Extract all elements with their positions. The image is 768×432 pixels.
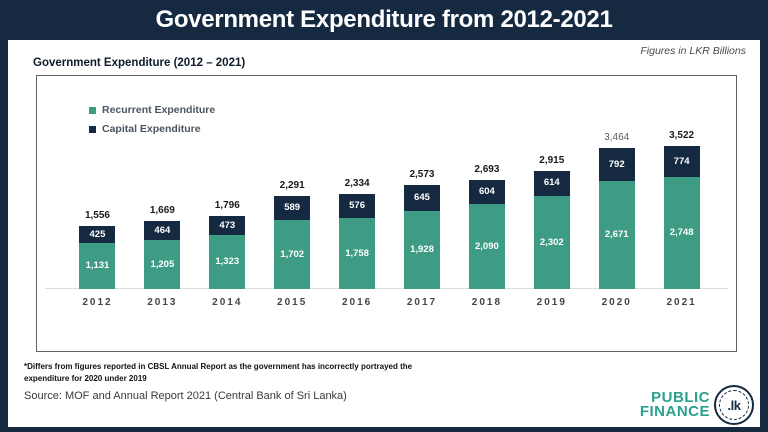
capital-value-label: 792 <box>608 158 625 170</box>
bar-column-2020: 3,464 792 2,671 2020 <box>584 126 649 321</box>
publicfinance-logo: PUBLIC FINANCE .lk <box>640 385 754 425</box>
total-label-2013: 1,669 <box>149 205 175 217</box>
total-label-2019: 2,915 <box>539 154 565 166</box>
footnote-line1: *Differs from figures reported in CBSL A… <box>24 362 413 371</box>
capital-segment-2017: 645 <box>403 184 440 211</box>
recurrent-value-label: 1,702 <box>280 248 305 260</box>
capital-segment-2018: 604 <box>468 179 505 205</box>
capital-value-label: 425 <box>89 228 106 240</box>
recurrent-segment-2020: 2,671 <box>598 180 635 289</box>
logo-line1: PUBLIC <box>651 389 710 407</box>
capital-segment-2014: 473 <box>209 216 246 236</box>
legend-label-recurrent: Recurrent Expenditure <box>102 104 216 116</box>
recurrent-segment-2013: 1,205 <box>144 240 181 289</box>
total-label-2020: 3,464 <box>604 132 630 144</box>
capital-segment-2012: 425 <box>79 225 116 244</box>
page-title: Government Expenditure from 2012-2021 <box>155 6 613 33</box>
bar-column-2018: 2,693 604 2,090 2018 <box>454 126 519 321</box>
recurrent-value-label: 2,748 <box>669 227 694 239</box>
source-note: Source: MOF and Annual Report 2021 (Cent… <box>24 390 347 402</box>
recurrent-segment-2014: 1,323 <box>209 235 246 289</box>
recurrent-segment-2018: 2,090 <box>468 204 505 289</box>
capital-value-label: 576 <box>349 200 365 212</box>
chart-box: Recurrent Expenditure Capital Expenditur… <box>36 75 737 352</box>
year-label-2012: 2012 <box>82 297 113 308</box>
recurrent-value-label: 1,928 <box>410 244 434 256</box>
capital-value-label: 604 <box>478 186 495 198</box>
year-label-2013: 2013 <box>147 297 178 308</box>
capital-value-label: 645 <box>414 191 430 203</box>
recurrent-value-label: 2,671 <box>604 229 629 241</box>
capital-value-label: 774 <box>673 155 690 167</box>
capital-segment-2013: 464 <box>144 221 181 241</box>
recurrent-segment-2016: 1,758 <box>339 217 376 289</box>
total-label-2012: 1,556 <box>84 209 110 221</box>
bar-column-2012: 1,556 425 1,131 2012 <box>65 126 130 321</box>
total-label-2018: 2,693 <box>474 163 500 175</box>
recurrent-segment-2012: 1,131 <box>79 243 116 289</box>
capital-value-label: 614 <box>543 177 560 189</box>
recurrent-value-label: 1,131 <box>85 260 110 272</box>
capital-segment-2016: 576 <box>339 194 376 218</box>
year-label-2015: 2015 <box>277 297 308 308</box>
capital-value-label: 589 <box>284 202 301 214</box>
footnote: *Differs from figures reported in CBSL A… <box>24 361 412 384</box>
total-label-2021: 3,522 <box>669 130 695 142</box>
capital-segment-2015: 589 <box>274 196 311 220</box>
logo-line2: FINANCE <box>639 403 710 420</box>
lk-badge-icon: .lk <box>714 385 754 425</box>
capital-value-label: 473 <box>219 219 236 231</box>
total-label-2016: 2,334 <box>344 178 370 190</box>
total-label-2017: 2,573 <box>409 168 435 180</box>
content-card: Figures in LKR Billions Government Expen… <box>8 40 760 427</box>
recurrent-value-label: 1,758 <box>345 247 369 259</box>
capital-segment-2019: 614 <box>533 170 570 196</box>
year-label-2021: 2021 <box>666 297 697 308</box>
bar-column-2021: 3,522 774 2,748 2021 <box>649 126 714 321</box>
year-label-2018: 2018 <box>471 297 503 308</box>
legend-label-capital: Capital Expenditure <box>102 123 201 135</box>
legend: Recurrent Expenditure Capital Expenditur… <box>89 104 215 142</box>
recurrent-value-label: 1,205 <box>150 258 175 270</box>
legend-item-recurrent: Recurrent Expenditure <box>89 104 215 116</box>
units-note: Figures in LKR Billions <box>640 45 746 57</box>
bar-column-2014: 1,796 473 1,323 2014 <box>195 126 260 321</box>
year-label-2017: 2017 <box>406 297 438 308</box>
year-label-2016: 2016 <box>341 297 373 308</box>
header-bar: Government Expenditure from 2012-2021 <box>0 0 768 40</box>
recurrent-value-label: 1,323 <box>215 256 240 268</box>
footnote-line2: expenditure for 2020 under 2019 <box>24 373 147 383</box>
x-axis-line <box>45 288 728 289</box>
year-label-2014: 2014 <box>212 297 243 308</box>
recurrent-segment-2019: 2,302 <box>533 195 570 289</box>
bar-column-2017: 2,573 645 1,928 2017 <box>390 126 455 321</box>
total-label-2014: 1,796 <box>214 200 240 212</box>
bar-column-2015: 2,291 589 1,702 2015 <box>260 126 325 321</box>
plot-area: 1,556 425 1,131 2012 1,669 464 1,205 2013 1,796 4… <box>65 126 714 321</box>
year-label-2019: 2019 <box>536 297 567 308</box>
chart-heading: Government Expenditure (2012 – 2021) <box>33 57 246 69</box>
logo-wordmark: PUBLIC FINANCE <box>639 389 710 420</box>
recurrent-segment-2017: 1,928 <box>403 210 440 289</box>
recurrent-segment-2015: 1,702 <box>274 219 311 289</box>
year-label-2020: 2020 <box>601 297 632 308</box>
recurrent-value-label: 2,302 <box>539 236 564 248</box>
capital-swatch-icon <box>89 125 96 133</box>
capital-value-label: 464 <box>154 224 171 236</box>
legend-item-capital: Capital Expenditure <box>89 123 215 135</box>
recurrent-value-label: 2,090 <box>475 240 499 252</box>
recurrent-swatch-icon <box>89 106 96 114</box>
capital-segment-2020: 792 <box>598 148 635 181</box>
bar-column-2013: 1,669 464 1,205 2013 <box>130 126 195 321</box>
capital-segment-2021: 774 <box>663 146 700 178</box>
bar-column-2016: 2,334 576 1,758 2016 <box>325 126 390 321</box>
total-label-2015: 2,291 <box>279 180 305 192</box>
recurrent-segment-2021: 2,748 <box>663 177 700 289</box>
bar-column-2019: 2,915 614 2,302 2019 <box>519 126 584 321</box>
